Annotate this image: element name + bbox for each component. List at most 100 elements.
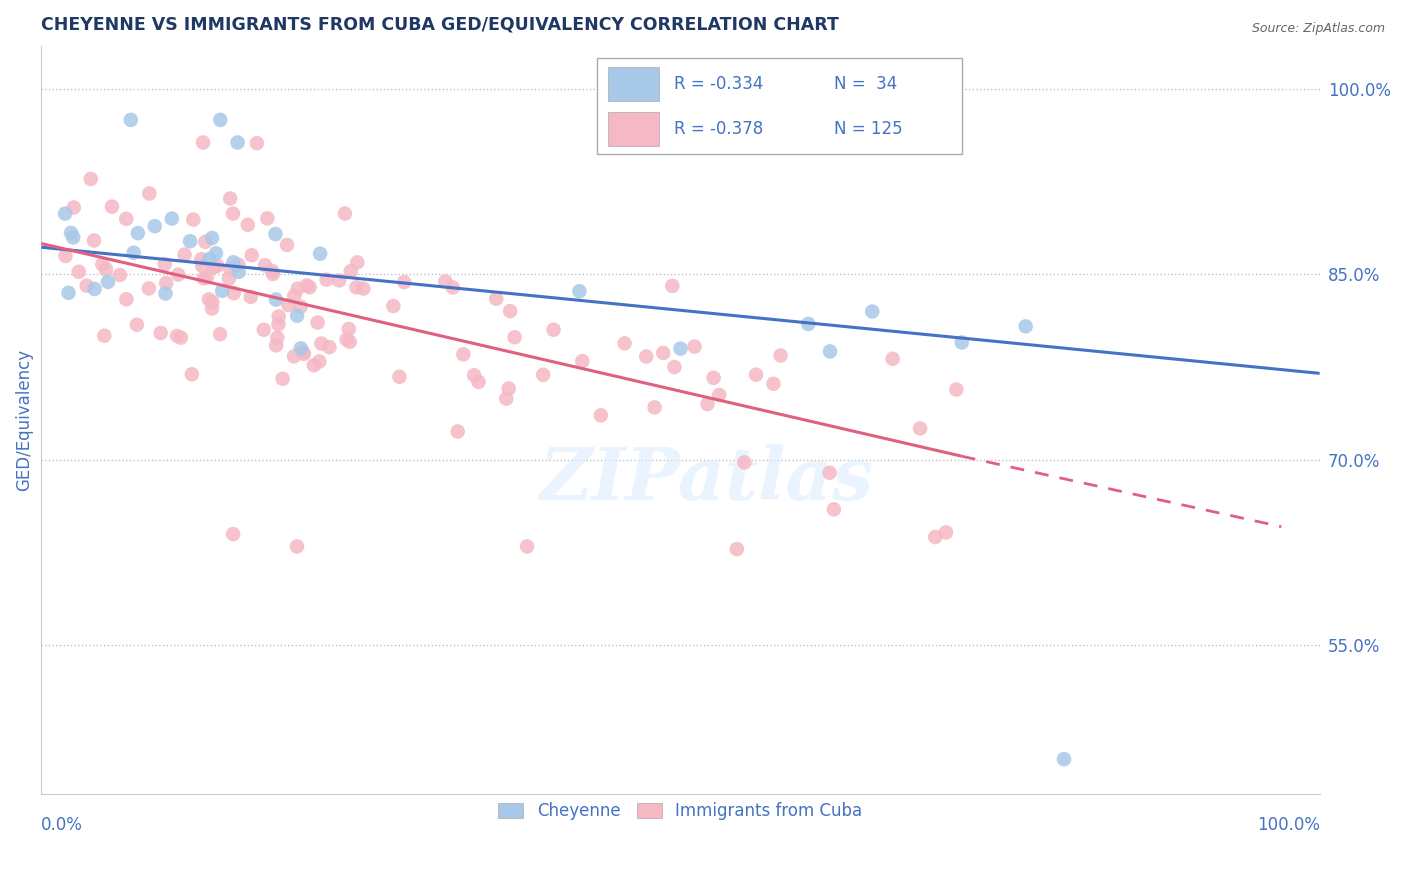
Text: ZIPatlas: ZIPatlas <box>538 444 873 515</box>
Point <box>264 293 287 307</box>
Point <box>394 275 416 289</box>
Point <box>228 258 250 272</box>
Point <box>441 280 464 294</box>
Point <box>745 368 768 382</box>
Point <box>950 335 973 350</box>
Point <box>240 248 263 262</box>
Point <box>198 252 221 266</box>
Point <box>352 281 374 295</box>
Text: CHEYENNE VS IMMIGRANTS FROM CUBA GED/EQUIVALENCY CORRELATION CHART: CHEYENNE VS IMMIGRANTS FROM CUBA GED/EQU… <box>41 15 839 33</box>
Point <box>219 262 242 277</box>
Point <box>228 265 250 279</box>
Legend: Cheyenne, Immigrants from Cuba: Cheyenne, Immigrants from Cuba <box>492 796 869 827</box>
Point <box>337 322 360 336</box>
Point <box>253 323 276 337</box>
Point <box>924 530 946 544</box>
Text: 100.0%: 100.0% <box>1257 816 1320 834</box>
Point <box>290 342 312 356</box>
Point <box>636 350 658 364</box>
Point <box>149 326 172 340</box>
Point <box>202 260 225 275</box>
Point <box>589 409 612 423</box>
Point <box>382 299 405 313</box>
Point <box>285 309 308 323</box>
Text: 0.0%: 0.0% <box>41 816 83 834</box>
Point <box>53 207 76 221</box>
Point <box>219 192 242 206</box>
Point <box>346 280 368 294</box>
Point <box>935 525 957 540</box>
Point <box>155 286 177 301</box>
Point <box>201 231 224 245</box>
Point <box>226 136 249 150</box>
Point <box>283 288 305 302</box>
Point <box>181 212 204 227</box>
Point <box>661 279 683 293</box>
Point <box>167 268 190 282</box>
Point <box>568 285 591 299</box>
Point <box>652 346 675 360</box>
Point <box>298 280 321 294</box>
Point <box>683 340 706 354</box>
Text: Source: ZipAtlas.com: Source: ZipAtlas.com <box>1251 22 1385 36</box>
Point <box>94 262 117 277</box>
Point <box>797 317 820 331</box>
Point <box>291 345 314 359</box>
Point <box>218 271 240 285</box>
Point <box>264 227 287 241</box>
Point <box>194 235 217 249</box>
Point <box>115 211 138 226</box>
Point <box>503 330 526 344</box>
Point <box>239 290 262 304</box>
Point <box>308 354 330 368</box>
Point <box>180 368 202 382</box>
Point <box>122 245 145 260</box>
Point <box>266 331 288 345</box>
Point <box>101 200 124 214</box>
Point <box>696 397 718 411</box>
Point <box>669 342 692 356</box>
Point <box>267 318 290 332</box>
Point <box>339 334 361 349</box>
Point <box>644 401 666 415</box>
Point <box>191 259 214 273</box>
Point <box>453 347 475 361</box>
Point <box>222 286 245 301</box>
Point <box>93 328 115 343</box>
Point <box>155 276 177 290</box>
Point <box>467 375 489 389</box>
Point <box>292 347 315 361</box>
Point <box>179 234 201 248</box>
Point <box>543 323 565 337</box>
Point <box>287 282 309 296</box>
Point <box>55 249 77 263</box>
Point <box>945 383 967 397</box>
Point <box>211 284 233 298</box>
Point <box>818 344 841 359</box>
Point <box>262 264 284 278</box>
Point <box>516 540 538 554</box>
Point <box>295 278 318 293</box>
Point <box>709 388 731 402</box>
Point <box>83 282 105 296</box>
Point <box>495 392 517 406</box>
Point <box>222 527 245 541</box>
Point <box>191 136 214 150</box>
Point <box>908 421 931 435</box>
Point <box>166 329 188 343</box>
Point <box>309 246 332 260</box>
Point <box>285 540 308 554</box>
Point <box>108 268 131 282</box>
Point <box>208 327 231 342</box>
Point <box>283 350 305 364</box>
Point <box>58 285 80 300</box>
Point <box>388 369 411 384</box>
Point <box>125 318 148 332</box>
Y-axis label: GED/Equivalency: GED/Equivalency <box>15 349 32 491</box>
Point <box>193 271 215 285</box>
Point <box>860 304 883 318</box>
Point <box>463 368 485 383</box>
Point <box>67 265 90 279</box>
Point <box>62 201 84 215</box>
Point <box>138 186 160 201</box>
